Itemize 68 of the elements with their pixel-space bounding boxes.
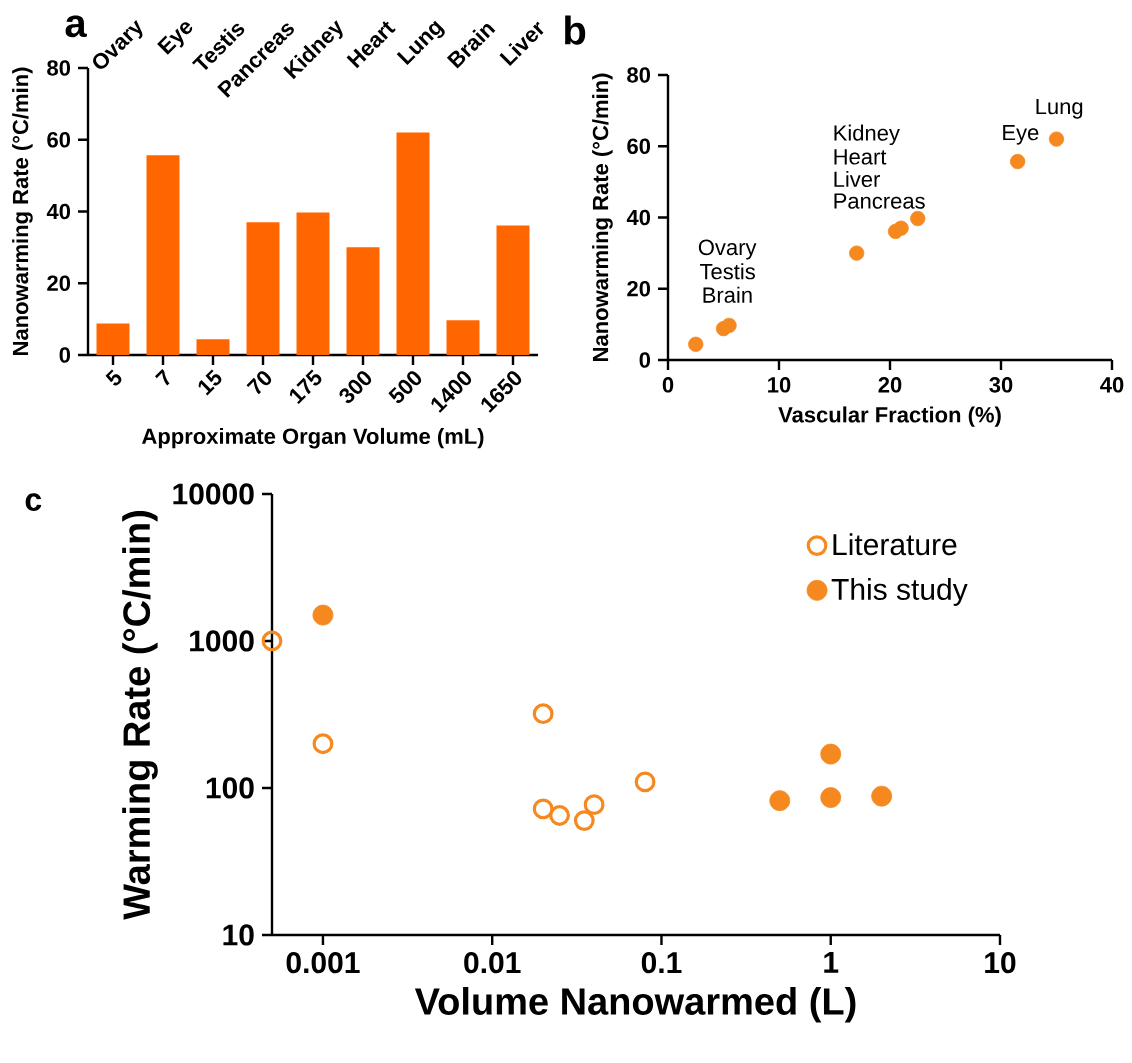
y-tick-label: 80 xyxy=(47,60,71,76)
y-tick-label: 40 xyxy=(626,209,651,226)
y-tick-label: 10 xyxy=(223,924,254,946)
point xyxy=(1010,153,1026,170)
annotation: Testis xyxy=(699,263,755,280)
annotation: Ovary xyxy=(698,239,757,260)
point xyxy=(849,245,865,261)
annotation: Eye xyxy=(1003,125,1039,145)
y-tick-label: 40 xyxy=(46,203,71,220)
x-tick-label: 10 xyxy=(985,952,1016,974)
x-tick-label: 300 xyxy=(339,371,372,404)
point xyxy=(721,317,737,334)
chart-title: b xyxy=(565,15,586,45)
legend-label: This study xyxy=(831,578,968,606)
x-tick-label: 10 xyxy=(768,377,791,393)
x-tick-label: 0.01 xyxy=(464,952,521,974)
x-tick-label: 15 xyxy=(198,369,222,396)
x-tick-label: 0 xyxy=(662,377,674,393)
y-tick-label: 20 xyxy=(47,275,71,292)
y-axis-title: Warming Rate (°C/min) xyxy=(122,511,158,920)
annotation: Pancreas xyxy=(834,193,925,209)
x-tick-label: 20 xyxy=(878,377,902,393)
y-tick-label: 60 xyxy=(627,138,651,155)
y-tick-label: 0 xyxy=(59,347,71,363)
point xyxy=(893,220,909,236)
y-axis-title: Nanowarming Rate (°C/min) xyxy=(12,67,33,355)
x-axis-title: Approximate Organ Volume (mL) xyxy=(142,427,484,449)
bar xyxy=(246,222,280,355)
text: Eye xyxy=(157,22,193,55)
point xyxy=(688,336,704,352)
chart-title: a xyxy=(65,15,87,38)
y-tick-label: 60 xyxy=(47,131,71,148)
bar xyxy=(196,339,230,355)
y-tick-label: 20 xyxy=(627,280,651,297)
annotation: Heart xyxy=(834,149,887,165)
x-tick-label: 1 xyxy=(824,952,839,973)
bar xyxy=(296,212,330,355)
x-tick-label: 0.001 xyxy=(286,952,360,974)
x-tick-label: 7 xyxy=(155,369,170,386)
y-tick-label: 100 xyxy=(206,777,254,799)
bar xyxy=(346,247,380,355)
y-tick-label: 1000 xyxy=(190,630,254,652)
bar xyxy=(396,132,430,355)
annotation: Brain xyxy=(703,286,752,303)
annotation: Lung xyxy=(1036,99,1083,119)
x-tick-label: 175 xyxy=(289,369,322,405)
x-tick-label: 5 xyxy=(105,369,122,386)
y-tick-label: 10000 xyxy=(173,483,254,505)
x-axis-title: Vascular Fraction (%) xyxy=(778,406,1001,427)
x-axis-title: Volume Nanowarmed (L) xyxy=(414,987,856,1023)
x-tick-label: 40 xyxy=(1100,377,1124,393)
y-axis-title: Nanowarming Rate (°C/min) xyxy=(592,73,613,361)
y-tick-label: 0 xyxy=(639,352,651,368)
x-tick-label: 500 xyxy=(388,371,422,403)
bar xyxy=(496,225,530,355)
chart-title: c xyxy=(25,493,42,511)
point xyxy=(910,210,926,227)
bar xyxy=(96,323,130,355)
annotation: Kidney xyxy=(834,124,900,146)
x-tick-label: 0.1 xyxy=(641,952,682,974)
bar xyxy=(446,320,480,355)
bar xyxy=(146,155,180,355)
annotation: Liver xyxy=(834,170,880,188)
x-tick-label: 70 xyxy=(246,371,272,395)
legend-label: Literature xyxy=(833,533,957,556)
point xyxy=(1048,131,1065,147)
x-tick-label: 30 xyxy=(989,377,1013,393)
y-tick-label: 80 xyxy=(627,67,651,83)
